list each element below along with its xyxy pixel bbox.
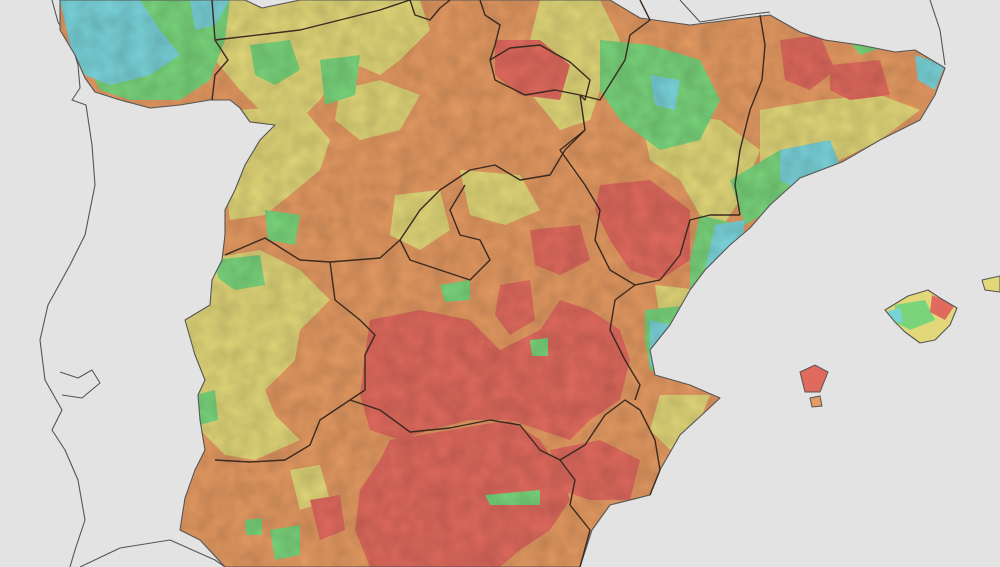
portugal-land xyxy=(39,0,101,567)
region-borders xyxy=(211,0,766,567)
france-coast xyxy=(679,0,946,66)
africa-coast xyxy=(79,539,226,567)
